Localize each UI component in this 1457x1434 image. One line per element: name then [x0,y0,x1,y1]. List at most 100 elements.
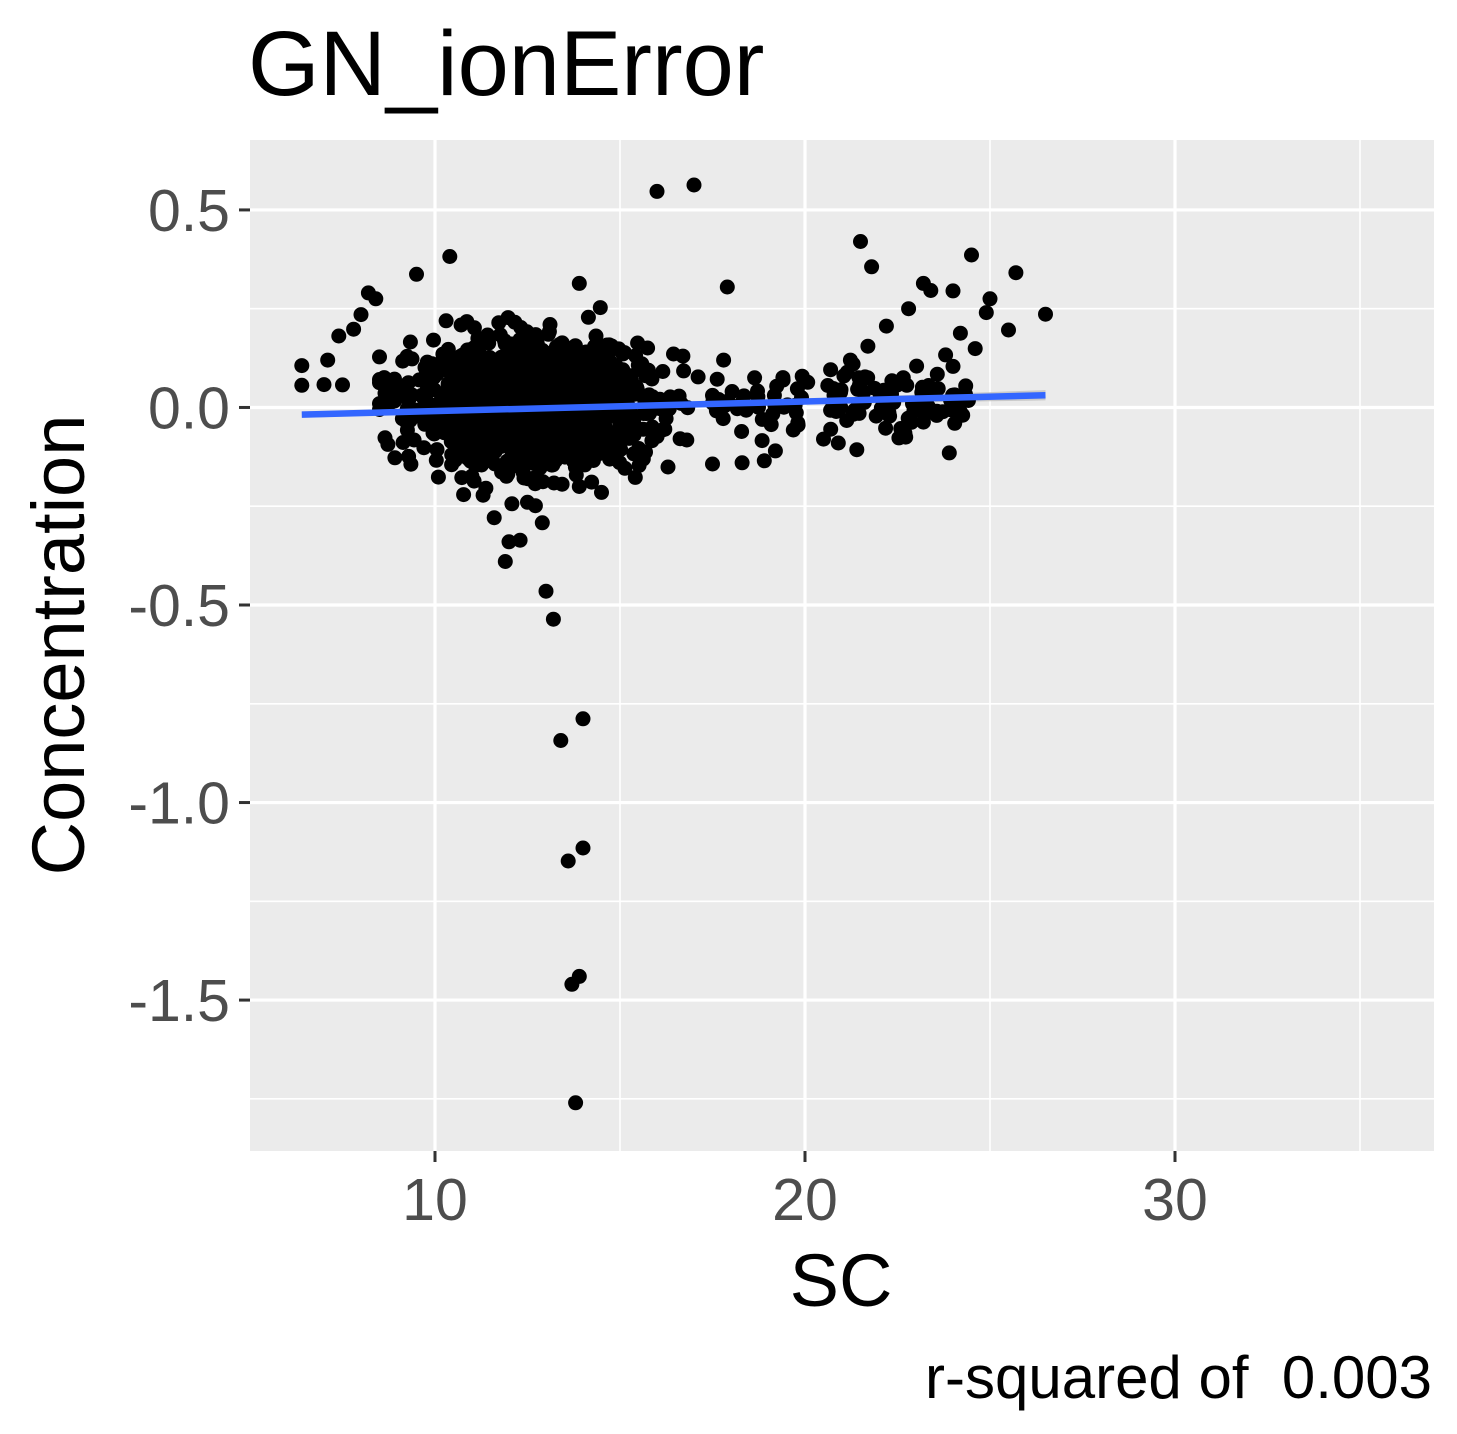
data-point [952,325,968,341]
data-point [435,346,451,362]
data-point [372,375,387,391]
data-point [734,455,750,471]
data-point [501,534,517,550]
data-point [414,387,430,403]
data-point [395,435,411,450]
data-point [459,442,474,458]
data-point [631,441,647,456]
data-point [816,431,831,447]
data-point [602,343,618,358]
data-point [579,353,595,369]
data-point [459,314,475,330]
data-point [705,456,720,472]
data-point [580,309,596,325]
data-point [520,494,535,510]
data-point [767,443,783,459]
data-point [426,332,441,348]
data-point [462,392,478,408]
data-point [860,338,876,354]
data-point [561,351,577,367]
data-point [617,345,632,361]
data-point [935,404,951,420]
data-point [331,328,347,344]
data-point [878,318,894,334]
data-point [930,381,946,397]
data-point [335,377,350,393]
y-axis: 0.5 0.0 -0.5 -1.0 -1.5 [128,178,250,1034]
data-point [593,378,609,394]
data-point [377,430,393,446]
data-point [428,452,444,468]
minor-grid-lines [250,140,1434,1151]
data-point [463,429,479,445]
data-point [738,402,754,418]
data-point [945,283,961,299]
data-point [486,510,502,526]
data-point [941,445,957,461]
data-point [575,711,591,727]
data-point [800,374,816,390]
r-squared-caption: r-squared of 0.003 [925,1344,1432,1411]
data-point [734,424,750,439]
data-point [923,283,939,298]
data-point [497,554,513,569]
data-point [409,266,424,282]
data-point [487,456,503,472]
data-point [964,247,979,263]
data-point [368,291,384,307]
data-point [644,371,660,387]
x-axis: 10 20 30 [402,1151,1208,1233]
data-point [395,353,411,369]
data-point [416,440,432,456]
data-point [849,442,865,458]
data-point [709,371,725,387]
data-point [754,433,770,449]
data-point [612,433,628,449]
y-axis-label: Concentration [17,415,100,876]
data-point [836,368,852,384]
data-point [438,313,454,329]
regression-line [301,391,1046,418]
data-point [589,410,605,426]
data-point [627,386,643,402]
data-point [851,405,867,421]
data-point [882,408,898,424]
data-point [635,406,651,421]
data-point [541,385,557,401]
data-point [676,363,692,379]
data-point [480,327,496,343]
data-point [504,438,520,454]
data-point [429,442,445,458]
data-point [442,249,458,264]
data-point [346,321,362,337]
data-point [901,301,917,317]
data-point [724,384,740,399]
major-grid-lines [250,140,1434,1151]
data-point [845,356,861,372]
data-point [878,420,894,436]
data-point [899,377,915,393]
data-point [853,234,868,249]
data-point [958,378,974,394]
data-point [502,457,518,473]
data-point [575,840,591,856]
data-point [441,420,457,435]
y-tick-label: -1.5 [128,968,230,1034]
data-point [540,326,556,342]
data-point [456,487,472,503]
data-point [868,408,884,424]
data-point [553,414,569,430]
data-point [515,465,531,481]
data-point [545,457,561,473]
chart-title: GN_ionError [248,13,764,115]
data-point [564,976,580,992]
data-point [897,425,913,441]
data-point [716,352,732,368]
data-point [316,377,332,393]
data-point [294,358,310,374]
data-point [830,435,846,451]
data-point [756,453,772,469]
data-point [929,366,945,382]
data-point [571,275,587,291]
data-point [978,305,994,321]
